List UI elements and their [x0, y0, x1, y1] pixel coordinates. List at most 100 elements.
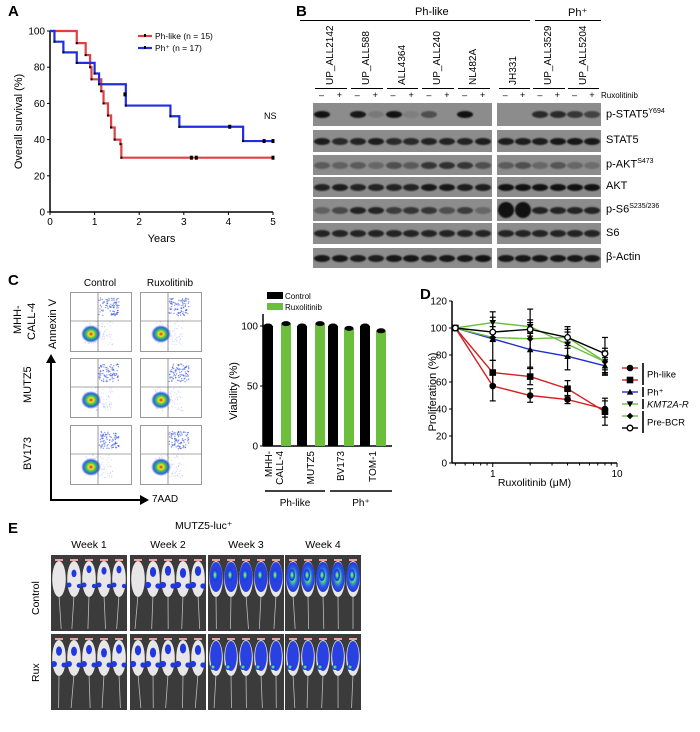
- event-dot: [158, 387, 160, 389]
- event-dot: [101, 322, 103, 324]
- event-dot: [168, 312, 170, 314]
- event-dot: [111, 447, 113, 449]
- event-dot: [111, 459, 113, 461]
- luminescence-hotspot: [319, 569, 325, 581]
- ear-tag: [272, 559, 280, 561]
- event-dot: [154, 389, 156, 391]
- event-dot: [183, 302, 185, 305]
- event-dot: [100, 401, 102, 403]
- data-point: [451, 324, 459, 332]
- event-dot: [98, 313, 100, 316]
- event-dot: [170, 302, 172, 305]
- event-dot: [181, 327, 183, 329]
- event-dot: [181, 454, 183, 456]
- event-dot: [162, 409, 164, 411]
- blot-band: [549, 254, 566, 262]
- event-dot: [108, 455, 110, 457]
- data-point: [489, 328, 497, 336]
- event-dot: [154, 391, 156, 393]
- ear-tag: [194, 638, 202, 640]
- mouse-tail: [197, 594, 201, 630]
- event-dot: [112, 298, 114, 300]
- event-dot: [115, 304, 118, 306]
- event-dot: [108, 447, 110, 450]
- event-dot: [180, 447, 182, 449]
- event-dot: [162, 323, 164, 325]
- event-dot: [181, 437, 184, 440]
- event-dot: [166, 455, 168, 457]
- legend-swatch: [267, 303, 283, 310]
- mouse-image: [285, 555, 361, 631]
- event-dot: [186, 373, 189, 376]
- event-mark: [242, 140, 245, 143]
- event-dot: [101, 461, 103, 463]
- event-dot: [182, 446, 184, 449]
- event-dot: [170, 434, 172, 436]
- event-dot: [108, 389, 110, 391]
- flow-row-label: BV173: [22, 436, 34, 470]
- event-dot: [183, 431, 185, 433]
- event-dot: [178, 335, 180, 337]
- legend-marker: [626, 424, 634, 432]
- event-dot: [108, 403, 110, 405]
- event-dot: [172, 363, 175, 365]
- event-dot: [113, 302, 115, 304]
- event-dot: [168, 440, 171, 443]
- event-dot: [172, 340, 174, 342]
- event-dot: [106, 380, 109, 383]
- event-dot: [95, 456, 97, 458]
- event-dot: [186, 379, 188, 381]
- event-dot: [188, 300, 190, 303]
- event-dot: [179, 375, 182, 378]
- event-dot: [177, 328, 179, 330]
- category-label: MUTZ5: [306, 451, 317, 485]
- event-dot: [170, 395, 172, 397]
- event-dot: [103, 364, 106, 366]
- luminescence-hotspot: [302, 664, 308, 670]
- event-dot: [105, 437, 108, 439]
- event-dot: [170, 395, 172, 397]
- event-dot: [114, 301, 116, 304]
- event-dot: [110, 333, 112, 335]
- blot-band: [515, 183, 531, 191]
- ear-tag: [242, 559, 250, 561]
- ear-tag: [70, 559, 78, 561]
- event-dot: [100, 309, 103, 312]
- blot-band: [549, 111, 566, 118]
- blot-band: [532, 254, 549, 262]
- event-dot: [170, 437, 172, 439]
- event-dot: [107, 462, 109, 464]
- blot-row-label: STAT5: [606, 134, 639, 146]
- event-dot: [182, 300, 185, 302]
- flow-row-label: MHH-: [12, 305, 24, 334]
- event-dot: [103, 403, 105, 405]
- event-dot: [96, 341, 98, 343]
- event-dot: [184, 438, 186, 441]
- event-dot: [170, 392, 172, 394]
- event-dot: [155, 390, 157, 392]
- event-dot: [187, 305, 190, 308]
- luminescence-signal: [210, 641, 222, 671]
- luminescence-signal: [101, 648, 107, 658]
- ear-tag: [349, 638, 357, 640]
- event-dot: [108, 334, 110, 336]
- event-dot: [104, 330, 106, 332]
- mouse-body: [146, 640, 160, 676]
- event-dot: [171, 303, 173, 305]
- event-dot: [104, 407, 106, 409]
- event-dot: [99, 299, 102, 301]
- event-dot: [182, 306, 185, 308]
- ear-tag: [334, 559, 342, 561]
- event-dot: [111, 476, 113, 478]
- event-dot: [185, 444, 187, 446]
- blot-band: [584, 111, 601, 118]
- sample-underline: [458, 88, 491, 89]
- event-dot: [169, 301, 171, 303]
- event-mark: [102, 102, 105, 105]
- event-dot: [110, 465, 112, 467]
- blot-band: [497, 230, 514, 237]
- event-dot: [180, 307, 183, 309]
- event-dot: [182, 439, 185, 442]
- bar-ruxolitinib: [376, 330, 386, 446]
- luminescence-hotspot: [287, 664, 293, 670]
